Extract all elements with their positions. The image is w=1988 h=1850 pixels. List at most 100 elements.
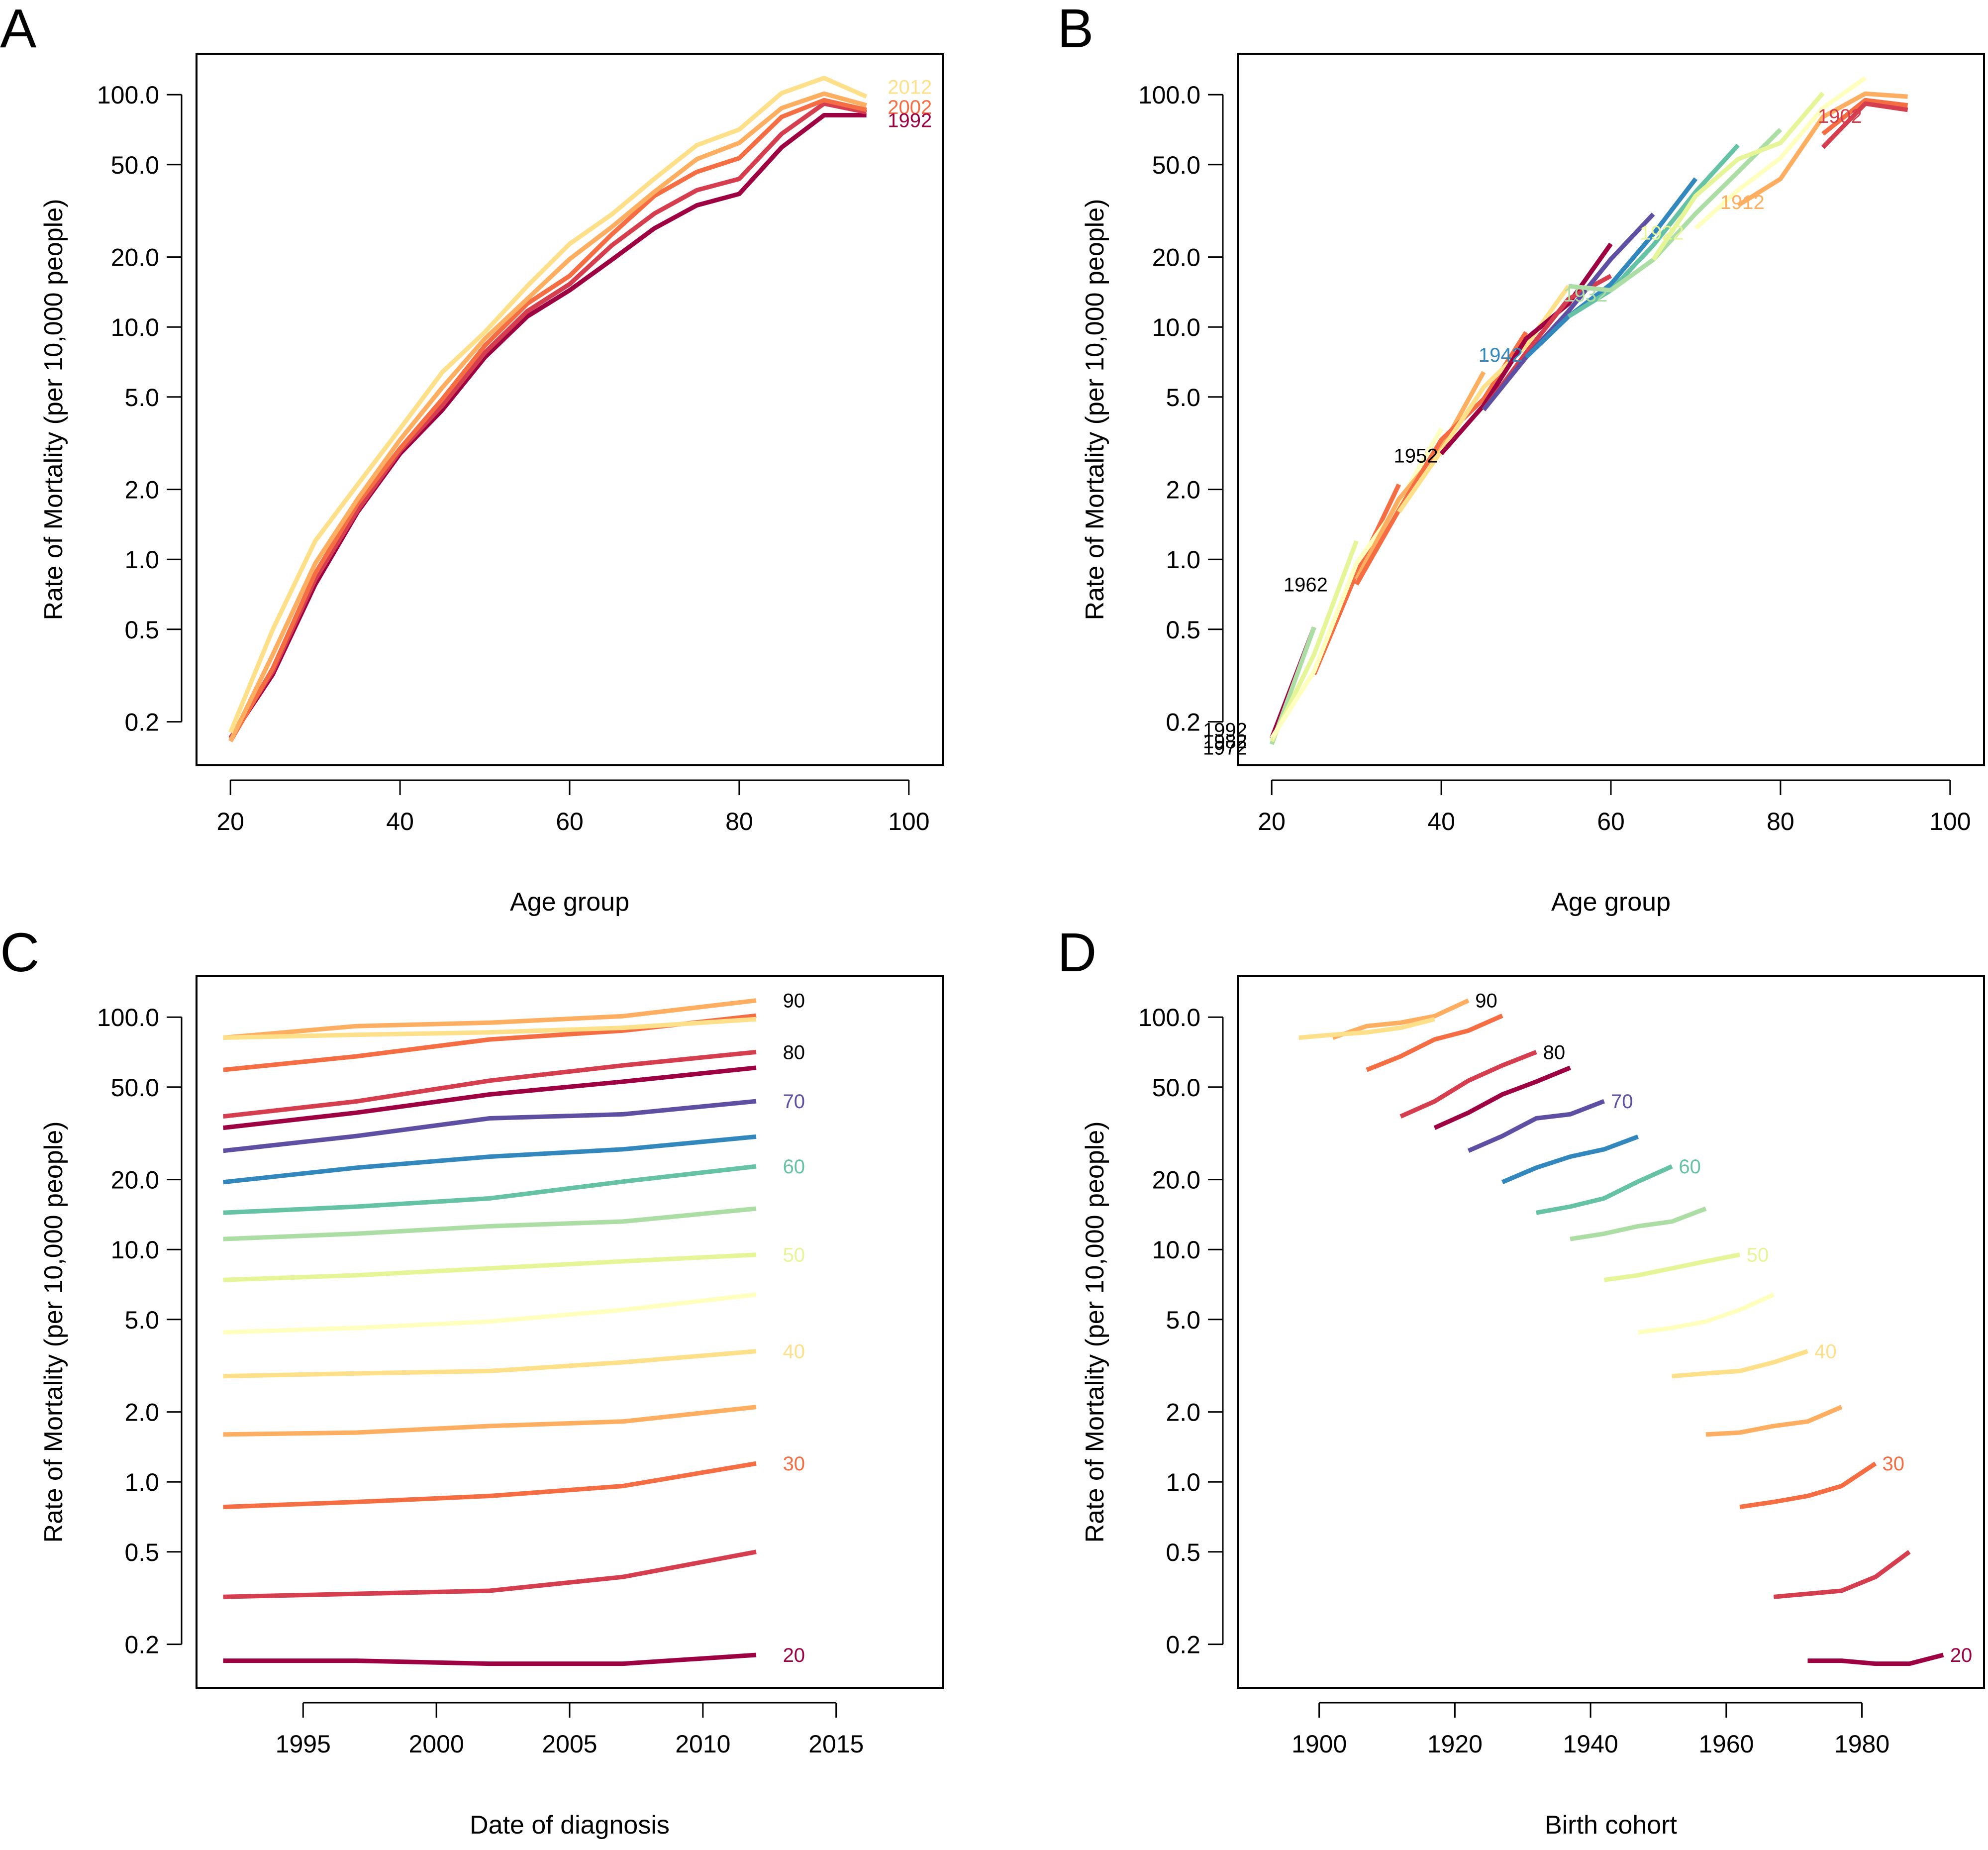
- x-tick-label: 1995: [276, 1730, 331, 1758]
- cohort-line-1937: [1524, 177, 1698, 359]
- x-tick-label: 1940: [1563, 1730, 1618, 1758]
- y-tick-label: 10.0: [111, 313, 159, 341]
- y-tick-label: 1.0: [124, 546, 159, 574]
- y-axis: 0.2 0.5 1.0 2.0 5.0 10.0 20.0 50.0 100.0: [97, 81, 183, 736]
- cohort-line-1972: [1270, 427, 1444, 740]
- series-line-1992: [228, 113, 867, 740]
- plot-frame: [196, 975, 944, 1689]
- x-tick-label: 2010: [675, 1730, 730, 1758]
- y-axis: 0.2 0.5 1.0 2.0 5.0 10.0 20.0 50.0 100.0: [97, 1004, 183, 1659]
- age-line-80: [223, 1049, 757, 1119]
- y-tick-label: 50.0: [1152, 151, 1200, 179]
- y-tick-label: 0.2: [1166, 709, 1200, 736]
- y-tick-label: 50.0: [111, 151, 159, 179]
- series-label: 2002: [888, 97, 932, 118]
- series-line-2007: [228, 91, 867, 742]
- x-axis: 20 40 60 80 100: [216, 779, 930, 835]
- series-label: 1932: [1563, 284, 1607, 306]
- y-axis: 0.2 0.5 1.0 2.0 5.0 10.0 20.0 50.0 100.0: [1138, 81, 1224, 736]
- series-label: 20: [783, 1644, 805, 1666]
- y-tick-label: 20.0: [111, 244, 159, 272]
- plot-frame: [1237, 975, 1985, 1689]
- x-tick-label: 1980: [1834, 1730, 1889, 1758]
- series-label: 1942: [1479, 344, 1523, 366]
- y-tick-label: 50.0: [111, 1074, 159, 1102]
- panel-letter: C: [0, 922, 39, 983]
- x-axis: 1900 1920 1940 1960 1980: [1292, 1702, 1889, 1758]
- age-line-50: [223, 1252, 757, 1282]
- series-line-2012: [228, 76, 868, 733]
- x-axis: 20 40 60 80 100: [1258, 779, 1971, 835]
- y-tick-label: 100.0: [97, 81, 159, 109]
- series-label: 70: [1611, 1091, 1633, 1113]
- y-tick-label: 100.0: [1138, 81, 1200, 109]
- y-tick-label: 0.5: [1166, 1539, 1200, 1566]
- y-tick-label: 0.2: [124, 1631, 159, 1659]
- age-line-30: [223, 1461, 757, 1510]
- plot-frame: [1237, 53, 1985, 766]
- series-label: 70: [783, 1091, 805, 1113]
- x-tick-label: 20: [216, 808, 244, 835]
- cohort-line-1922: [1651, 92, 1825, 261]
- x-tick-label: 60: [556, 808, 584, 835]
- y-tick-label: 0.2: [1166, 1631, 1200, 1659]
- series-label: 50: [783, 1244, 805, 1266]
- x-tick-label: 80: [1767, 808, 1794, 835]
- series-label: 60: [783, 1156, 805, 1178]
- y-tick-label: 20.0: [1152, 1166, 1200, 1194]
- panel-letter: A: [0, 0, 37, 59]
- x-tick-label: 100: [1929, 808, 1971, 835]
- series-label: 1962: [1284, 574, 1328, 596]
- x-tick-label: 1960: [1698, 1730, 1754, 1758]
- panel-letter: D: [1057, 922, 1096, 983]
- cohort-line-1982: [1270, 540, 1359, 742]
- age-line-55: [223, 1206, 757, 1241]
- y-tick-label: 0.5: [124, 616, 159, 644]
- age-line-60: [223, 1164, 757, 1215]
- panel-d: D 0.2 0.5 1.0 2.0 5.0 10.0 20.0 50.0 100.0 1900 192…: [1057, 922, 1985, 1840]
- cohort-age-line-60: [1536, 1164, 1673, 1215]
- cohort-age-line-25: [1773, 1550, 1911, 1599]
- y-tick-label: 5.0: [1166, 384, 1200, 411]
- cohort-age-line-75: [1433, 1065, 1571, 1130]
- y-tick-label: 0.5: [124, 1539, 159, 1566]
- age-line-35: [223, 1405, 757, 1437]
- y-tick-label: 2.0: [124, 476, 159, 504]
- y-tick-label: 1.0: [124, 1468, 159, 1496]
- cohort-age-line-90: [1332, 998, 1470, 1040]
- cohort-age-line-70: [1467, 1099, 1605, 1153]
- series-label: 40: [783, 1341, 805, 1363]
- y-tick-label: 2.0: [1166, 476, 1200, 504]
- cohort-line-1912: [1737, 91, 1908, 207]
- y-tick-label: 1.0: [1166, 546, 1200, 574]
- cohort-line-1927: [1568, 128, 1783, 293]
- cohort-age-line-50: [1603, 1252, 1740, 1282]
- y-tick-label: 10.0: [1152, 313, 1200, 341]
- series-label: 1982: [1203, 731, 1247, 753]
- y-tick-label: 5.0: [1166, 1306, 1200, 1334]
- cohort-age-line-85: [1366, 1014, 1503, 1072]
- x-axis-title: Age group: [510, 888, 629, 917]
- cohort-age-line-40: [1672, 1349, 1808, 1379]
- y-axis-title: Rate of Mortality (per 10,000 people): [1081, 199, 1109, 620]
- x-axis-title: Birth cohort: [1545, 1811, 1677, 1840]
- series-label: 1992: [1203, 719, 1247, 741]
- cohort-line-1942: [1482, 212, 1655, 411]
- series-label: 1952: [1393, 445, 1438, 467]
- y-tick-label: 10.0: [1152, 1236, 1200, 1264]
- age-line-65: [223, 1134, 757, 1185]
- y-tick-label: 2.0: [124, 1399, 159, 1427]
- age-line-20: [223, 1652, 757, 1666]
- y-tick-label: 2.0: [1166, 1399, 1200, 1427]
- cohort-age-line-55: [1570, 1206, 1707, 1241]
- x-tick-label: 100: [888, 808, 929, 835]
- x-tick-label: 60: [1597, 808, 1625, 835]
- series-label: 90: [783, 990, 805, 1012]
- series-label: 1972: [1203, 737, 1247, 759]
- plot-frame: [196, 53, 944, 766]
- cohort-line-1962: [1354, 331, 1528, 586]
- y-tick-label: 5.0: [124, 384, 159, 411]
- series-label: 60: [1679, 1156, 1701, 1178]
